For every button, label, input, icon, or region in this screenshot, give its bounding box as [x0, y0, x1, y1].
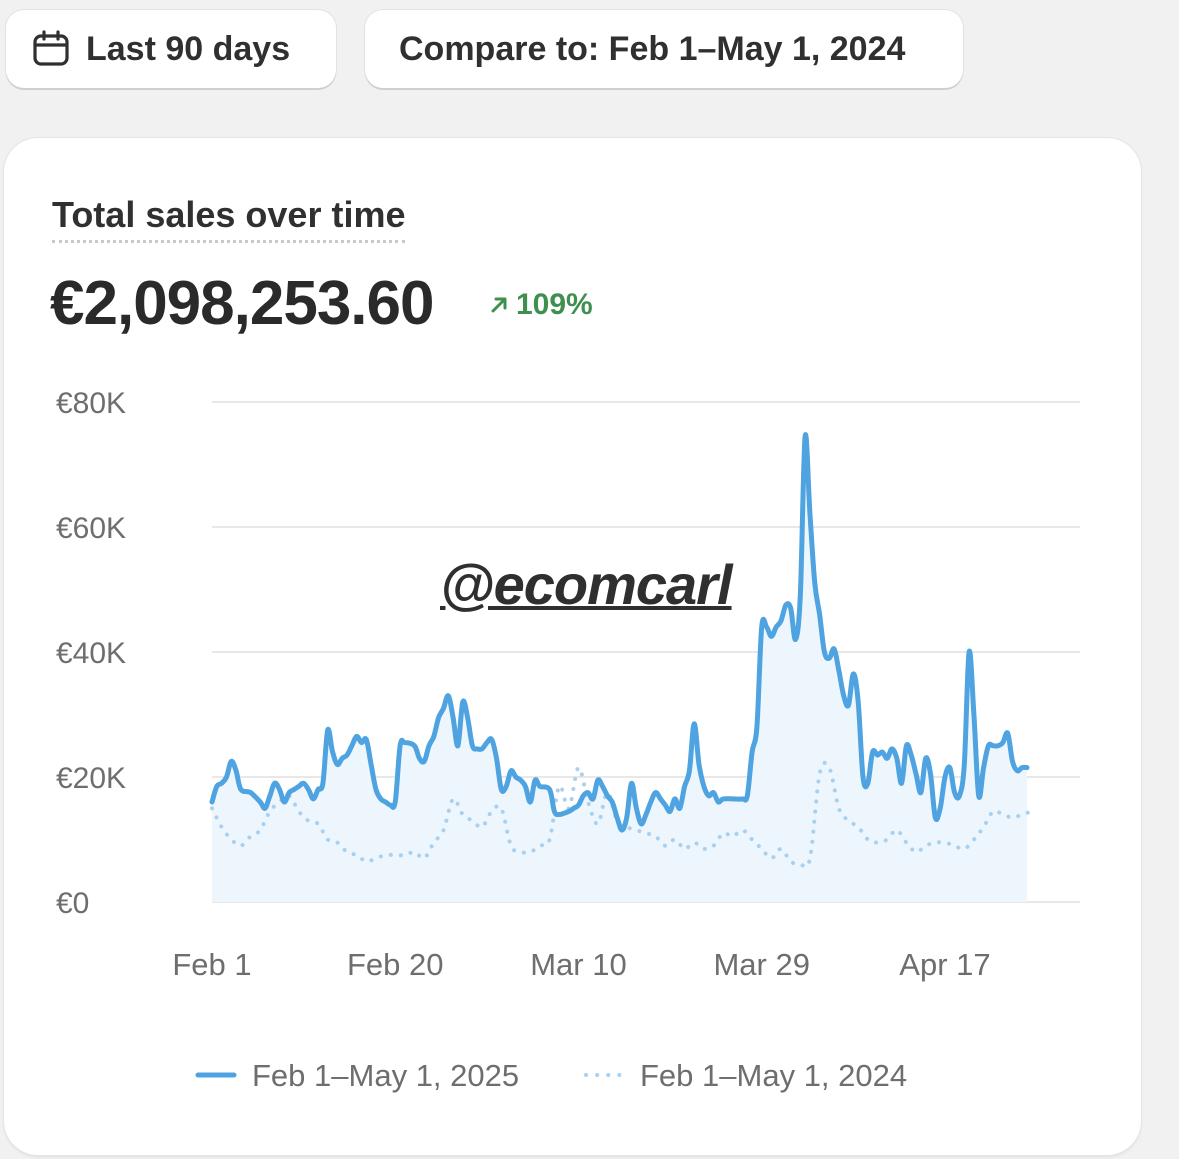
y-tick-label: €20K — [56, 762, 126, 795]
compare-label: Compare to: Feb 1–May 1, 2024 — [399, 29, 906, 68]
chart-legend: Feb 1–May 1, 2025 Feb 1–May 1, 2024 — [195, 1058, 907, 1093]
series-2025-area — [212, 434, 1027, 902]
x-tick-label: Feb 20 — [347, 947, 444, 982]
change-badge: 109% — [488, 288, 593, 322]
date-range-button[interactable]: Last 90 days — [6, 10, 336, 88]
x-axis-ticks: Feb 1 Feb 20 Mar 10 Mar 29 Apr 17 — [172, 947, 990, 982]
compare-to-button[interactable]: Compare to: Feb 1–May 1, 2024 — [365, 10, 963, 88]
y-tick-label: €80K — [56, 387, 126, 420]
x-tick-label: Apr 17 — [899, 947, 990, 982]
x-tick-label: Mar 10 — [530, 947, 626, 982]
series-2025-line[interactable] — [209, 432, 1030, 833]
legend-item[interactable]: Feb 1–May 1, 2024 — [584, 1058, 907, 1093]
watermark: @ecomcarl — [440, 553, 733, 616]
y-axis-ticks: €0 €20K €40K €60K €80K — [56, 387, 126, 920]
total-sales-value: €2,098,253.60 — [50, 269, 434, 338]
legend-label: Feb 1–May 1, 2024 — [640, 1058, 907, 1093]
legend-label: Feb 1–May 1, 2025 — [252, 1058, 519, 1093]
legend-item[interactable]: Feb 1–May 1, 2025 — [195, 1058, 519, 1093]
card-title[interactable]: Total sales over time — [52, 194, 406, 243]
x-tick-label: Feb 1 — [172, 947, 251, 982]
calendar-icon — [32, 30, 70, 68]
x-tick-label: Mar 29 — [713, 947, 809, 982]
y-tick-label: €60K — [56, 512, 126, 545]
y-tick-label: €0 — [56, 887, 89, 920]
sales-card: Total sales over time €2,098,253.60 109% — [4, 138, 1141, 1155]
date-range-label: Last 90 days — [86, 29, 291, 68]
change-value: 109% — [516, 288, 593, 321]
y-tick-label: €40K — [56, 637, 126, 670]
arrow-up-right-icon — [491, 297, 507, 313]
